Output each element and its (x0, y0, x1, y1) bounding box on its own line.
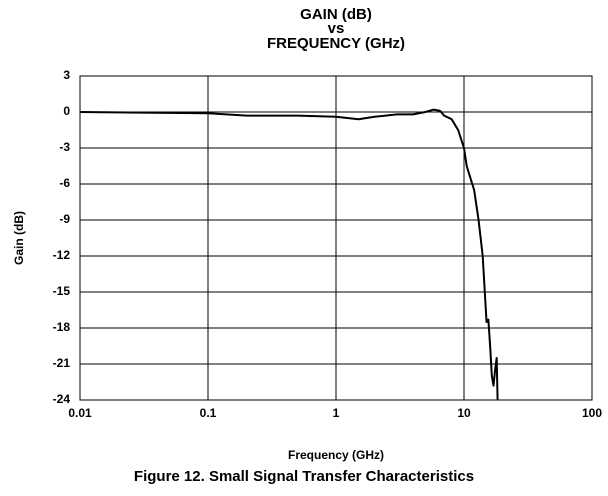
x-tick-label: 10 (457, 406, 471, 420)
y-tick-label: -18 (53, 320, 71, 334)
x-tick-label: 100 (582, 406, 602, 420)
x-tick-label: 1 (333, 406, 340, 420)
y-tick-label: -6 (59, 176, 70, 190)
y-tick-label: -12 (53, 248, 71, 262)
chart-title: vs (328, 20, 345, 37)
y-tick-label: -9 (59, 212, 70, 226)
chart-title: FREQUENCY (GHz) (267, 35, 405, 52)
x-tick-label: 0.1 (200, 406, 217, 420)
y-axis-label: Gain (dB) (12, 211, 26, 265)
y-tick-label: 0 (63, 104, 70, 118)
y-tick-label: -3 (59, 140, 70, 154)
x-axis-label: Frequency (GHz) (288, 448, 384, 462)
y-tick-label: -21 (53, 356, 71, 370)
chart-title: GAIN (dB) (300, 6, 372, 23)
y-tick-label: -24 (53, 392, 71, 406)
y-tick-label: 3 (63, 68, 70, 82)
data-line (79, 108, 499, 401)
x-tick-label: 0.01 (68, 406, 92, 420)
y-tick-label: -15 (53, 284, 71, 298)
caption: Figure 12. Small Signal Transfer Charact… (134, 468, 474, 485)
